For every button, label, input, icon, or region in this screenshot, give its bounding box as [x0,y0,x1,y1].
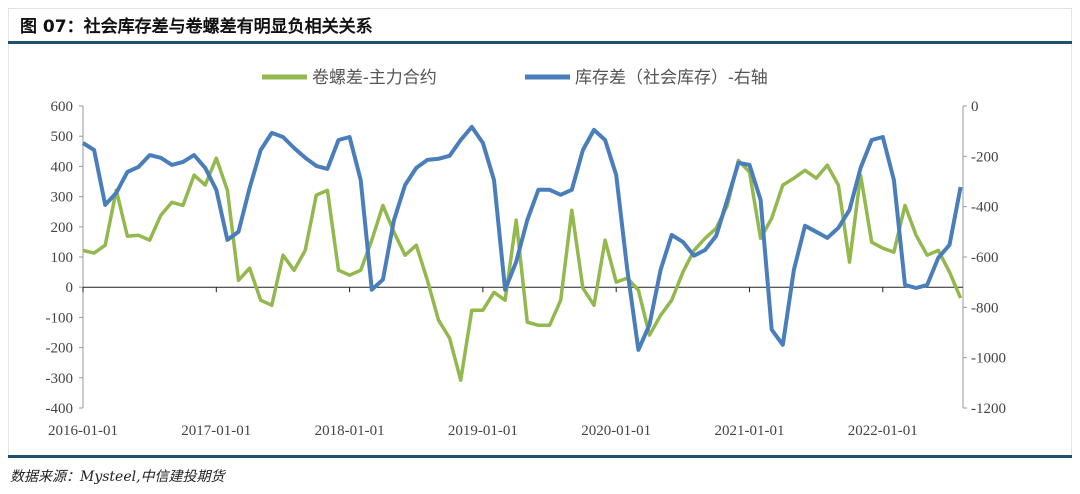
x-tick-label: 2017-01-01 [181,423,251,439]
figure-title: 图 07：社会库存差与卷螺差有明显负相关关系 [20,17,373,37]
x-tick-label: 2022-01-01 [848,423,918,439]
bottom-divider [8,455,1072,458]
series-line-2 [81,124,963,352]
data-source: 数据来源：Mysteel,中信建投期货 [10,469,225,485]
x-tick-label: 2019-01-01 [448,423,518,439]
left-tick-label: 0 [66,280,74,296]
left-tick-label: -400 [46,401,74,417]
right-tick-label: -1000 [971,351,1006,367]
right-tick-label: 0 [971,99,979,115]
left-tick-label: 600 [51,99,74,115]
left-tick-label: 200 [51,220,74,236]
right-tick-label: -1200 [971,401,1006,417]
x-tick-label: 2020-01-01 [581,423,651,439]
x-tick-label: 2018-01-01 [315,423,385,439]
title-divider [8,41,1072,44]
left-tick-label: 100 [51,250,74,266]
left-tick-label: 500 [51,129,74,145]
right-tick-label: -600 [971,250,999,266]
right-tick-label: -800 [971,300,999,316]
right-tick-label: -200 [971,149,999,165]
x-tick-label: 2016-01-01 [48,423,118,439]
legend-label-1: 卷螺差-主力合约 [312,68,437,88]
left-tick-label: -100 [46,310,74,326]
left-tick-label: -300 [46,371,74,387]
series-line-1 [82,156,963,382]
left-tick-label: -200 [46,341,74,357]
left-tick-label: 400 [51,159,74,175]
legend-label-2: 库存差（社会库存）-右轴 [575,68,768,88]
right-tick-label: -400 [971,200,999,216]
x-tick-label: 2021-01-01 [715,423,785,439]
left-tick-label: 300 [51,190,74,206]
